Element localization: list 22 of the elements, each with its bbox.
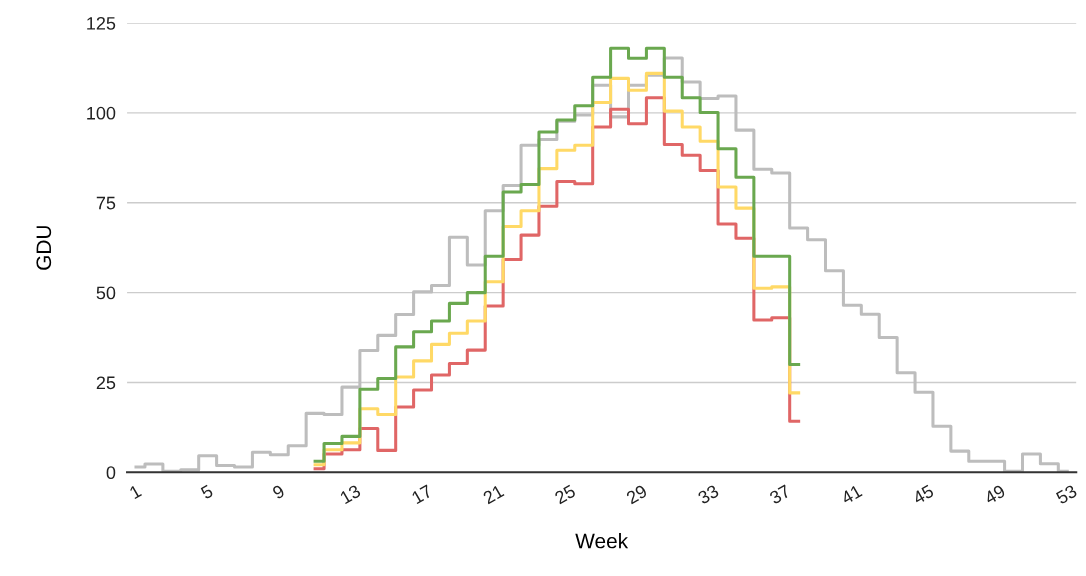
x-tick-label: 41 [840,484,863,505]
y-tick-label: 75 [96,196,116,210]
y-axis-title: GDU [36,226,52,270]
y-tick-label: 100 [87,106,116,120]
x-tick-label: 25 [553,484,577,505]
x-tick-label: 29 [625,484,648,505]
x-tick-label: 37 [768,484,792,505]
x-tick-label: 49 [983,484,1007,505]
y-tick-label: 50 [96,286,116,300]
x-tick-label: 1 [128,484,142,500]
x-tick-label: 5 [200,484,214,500]
x-tick-label: 53 [1055,484,1078,505]
x-tick-label: 17 [411,484,433,505]
x-tick-label: 33 [697,484,720,505]
x-tick-label: 13 [339,484,362,505]
x-tick-label: 21 [482,484,505,505]
x-tick-label: 45 [911,484,935,505]
y-tick-label: 25 [96,376,116,390]
y-tick-label: 125 [87,16,116,30]
x-tick-label: 9 [271,484,286,500]
x-axis-title: Week [575,533,629,549]
y-tick-label: 0 [106,466,116,480]
